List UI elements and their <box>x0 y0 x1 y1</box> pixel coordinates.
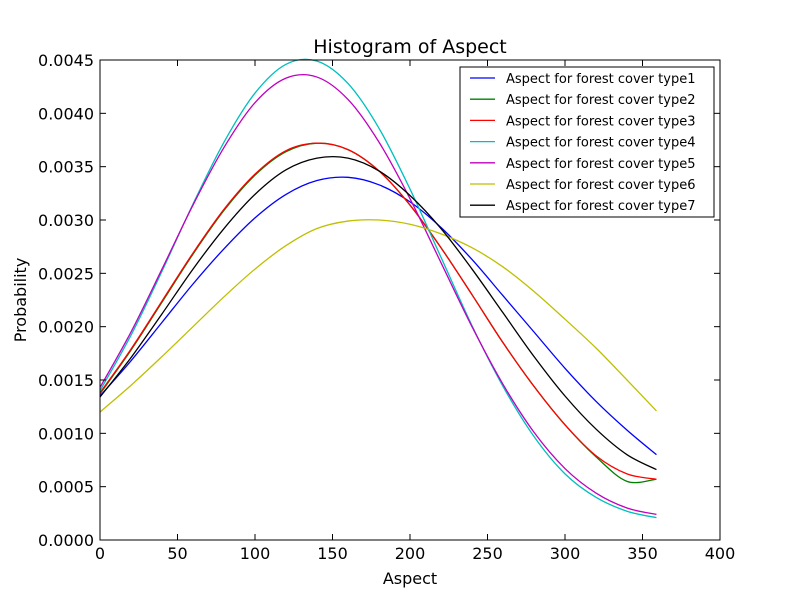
y-axis-label: Probability <box>11 258 30 343</box>
x-tick-label: 0 <box>95 544 105 563</box>
legend-label: Aspect for forest cover type6 <box>506 178 695 193</box>
x-tick-label: 50 <box>167 544 187 563</box>
legend-label: Aspect for forest cover type4 <box>506 136 695 151</box>
legend-label: Aspect for forest cover type5 <box>506 157 695 172</box>
x-tick-label: 250 <box>472 544 503 563</box>
y-tick-label: 0.0005 <box>38 478 94 497</box>
y-tick-label: 0.0025 <box>38 264 94 283</box>
y-tick-label: 0.0035 <box>38 158 94 177</box>
y-tick-label: 0.0045 <box>38 51 94 70</box>
x-tick-label: 200 <box>395 544 426 563</box>
y-tick-label: 0.0020 <box>38 318 94 337</box>
series-line-type1 <box>99 176 657 456</box>
legend-box <box>459 66 715 218</box>
x-tick-label: 300 <box>550 544 581 563</box>
x-tick-label: 150 <box>317 544 348 563</box>
x-tick-label: 100 <box>240 544 271 563</box>
y-tick-label: 0.0000 <box>38 531 94 550</box>
x-tick-label: 400 <box>705 544 736 563</box>
legend-label: Aspect for forest cover type1 <box>506 72 695 87</box>
series-line-type7 <box>99 155 657 471</box>
y-tick-label: 0.0015 <box>38 371 94 390</box>
chart-title: Histogram of Aspect <box>313 36 507 58</box>
legend-label: Aspect for forest cover type7 <box>506 199 695 214</box>
y-tick-label: 0.0010 <box>38 424 94 443</box>
x-tick-label: 350 <box>627 544 658 563</box>
series-line-type5 <box>99 74 657 516</box>
x-axis-label: Aspect <box>383 569 437 588</box>
legend-label: Aspect for forest cover type2 <box>506 93 695 108</box>
y-axis-ticks: 0.0000 0.0005 0.0010 0.0015 0.0020 0.0025 0.00… <box>38 51 720 550</box>
plot-lines <box>99 58 657 519</box>
x-axis-ticks: 0 50 100 150 200 250 300 350 400 <box>95 60 735 563</box>
legend-label: Aspect for forest cover type3 <box>506 114 695 129</box>
y-tick-label: 0.0030 <box>38 211 94 230</box>
y-tick-label: 0.0040 <box>38 104 94 123</box>
series-line-type6 <box>99 219 657 413</box>
legend: Aspect for forest cover type1 Aspect for … <box>459 66 715 218</box>
